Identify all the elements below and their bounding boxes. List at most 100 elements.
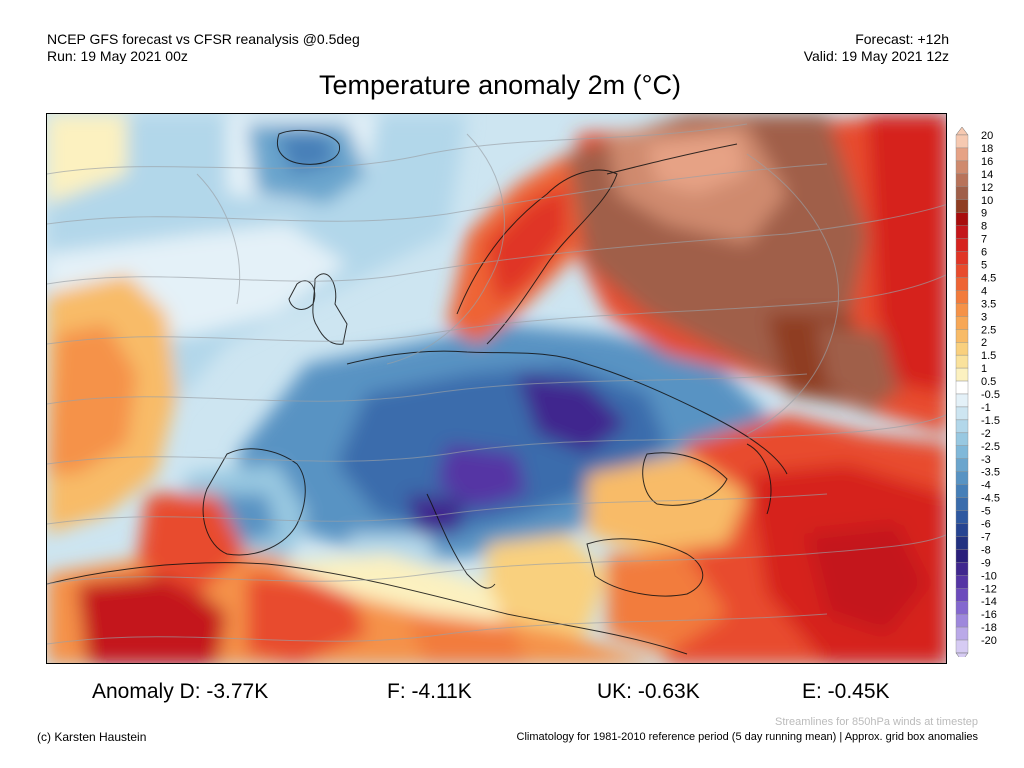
colorbar-label: -8 (981, 544, 991, 556)
colorbar-label: -4.5 (981, 493, 1000, 505)
colorbar-label: 14 (981, 169, 993, 181)
colorbar-swatch (955, 419, 969, 434)
colorbar-swatch (955, 432, 969, 447)
colorbar-swatch (955, 329, 969, 343)
colorbar-swatch (955, 354, 969, 369)
header-left: NCEP GFS forecast vs CFSR reanalysis @0.… (47, 31, 360, 65)
colorbar-label: 1.5 (981, 350, 996, 362)
colorbar-label: -10 (981, 570, 997, 582)
colorbar-swatch (955, 549, 969, 563)
colorbar-swatch (955, 510, 969, 524)
colorbar-label: 10 (981, 195, 993, 207)
colorbar-label: -9 (981, 557, 991, 569)
colorbar-label: -16 (981, 609, 997, 621)
colorbar-label: 20 (981, 130, 993, 142)
colorbar-label: 8 (981, 221, 987, 233)
colorbar-swatch (955, 393, 969, 408)
colorbar-bottom-arrow (955, 652, 969, 657)
climatology-note: Climatology for 1981-2010 reference peri… (516, 731, 978, 743)
colorbar-swatch (955, 160, 969, 175)
valid-time: Valid: 19 May 2021 12z (803, 48, 949, 64)
colorbar-label: -20 (981, 635, 997, 647)
colorbar-swatch (955, 186, 969, 200)
colorbar-label: -2 (981, 428, 991, 440)
anomaly-map (46, 113, 947, 664)
colorbar-label: -3.5 (981, 467, 1000, 479)
colorbar-swatch (955, 458, 969, 472)
colorbar-swatch (955, 341, 969, 356)
colorbar-swatch (955, 147, 969, 162)
coastlines (47, 129, 788, 655)
colorbar-label: 3.5 (981, 298, 996, 310)
colorbar-label: 16 (981, 156, 993, 168)
colorbar-label: -0.5 (981, 389, 1000, 401)
colorbar-swatch (955, 575, 969, 589)
colorbar-swatch (955, 445, 969, 459)
streamlines (47, 123, 946, 645)
colorbar-swatch (955, 639, 969, 654)
colorbar-label: -4 (981, 480, 991, 492)
colorbar-swatch (955, 601, 969, 615)
colorbar-label: 0.5 (981, 376, 996, 388)
map-canvas (47, 114, 946, 663)
colorbar-label: -6 (981, 519, 991, 531)
anomaly-field (47, 114, 946, 663)
header-right: Forecast: +12h Valid: 19 May 2021 12z (804, 31, 949, 65)
colorbar-swatch (955, 380, 969, 395)
colorbar-label: 18 (981, 143, 993, 155)
colorbar-swatch (955, 497, 969, 511)
colorbar-swatch (955, 316, 969, 330)
colorbar-swatch (955, 264, 969, 278)
colorbar-top-arrow (955, 127, 969, 136)
colorbar-swatch (955, 277, 969, 291)
forecast-hour: Forecast: +12h (855, 31, 949, 47)
colorbar-label: -3 (981, 454, 991, 466)
colorbar-swatch (955, 484, 969, 498)
colorbar-label: -1 (981, 402, 991, 414)
colorbar-label: 4.5 (981, 272, 996, 284)
run-time: Run: 19 May 2021 00z (47, 48, 188, 64)
colorbar-swatch (955, 588, 969, 602)
colorbar-label: 2 (981, 337, 987, 349)
colorbar-swatch (955, 199, 969, 213)
colorbar-swatch (955, 471, 969, 485)
colorbar-label: 4 (981, 285, 987, 297)
streamline-note: Streamlines for 850hPa winds at timestep (775, 716, 978, 728)
colorbar-label: -2.5 (981, 441, 1000, 453)
colorbar-swatch (955, 173, 969, 187)
map-title: Temperature anomaly 2m (°C) (319, 70, 681, 100)
colorbar-label: 5 (981, 260, 987, 272)
colorbar-swatch (955, 225, 969, 239)
anomaly-germany: Anomaly D: -3.77K (92, 680, 269, 703)
colorbar-label: 2.5 (981, 324, 996, 336)
anomaly-france: F: -4.11K (387, 680, 472, 703)
colorbar-swatch (955, 523, 969, 537)
colorbar-swatch (955, 367, 969, 382)
colorbar-swatch (955, 406, 969, 421)
colorbar-swatch (955, 251, 969, 265)
colorbar-label: -7 (981, 531, 991, 543)
colorbar-swatch (955, 134, 969, 149)
colorbar-swatch (955, 562, 969, 576)
colorbar-label: 7 (981, 234, 987, 246)
colorbar-swatch (955, 613, 969, 628)
anomaly-spain: E: -0.45K (802, 680, 890, 703)
colorbar-label: 9 (981, 208, 987, 220)
colorbar-label: -12 (981, 583, 997, 595)
colorbar-label: 3 (981, 311, 987, 323)
colorbar-label: -5 (981, 506, 991, 518)
colorbar-label: -14 (981, 596, 997, 608)
colorbar-swatch (955, 238, 969, 252)
colorbar-swatch (955, 536, 969, 550)
colorbar-swatch (955, 212, 969, 226)
colorbar-label: -1.5 (981, 415, 1000, 427)
colorbar-label: 6 (981, 247, 987, 259)
colorbar-swatch (955, 626, 969, 641)
colorbar: 201816141210987654.543.532.521.510.5-0.5… (955, 127, 1000, 657)
credit: (c) Karsten Haustein (37, 730, 147, 744)
colorbar-label: 12 (981, 182, 993, 194)
colorbar-label: -18 (981, 622, 997, 634)
colorbar-swatch (955, 290, 969, 304)
anomaly-uk: UK: -0.63K (597, 680, 700, 703)
model-description: NCEP GFS forecast vs CFSR reanalysis @0.… (47, 31, 360, 47)
